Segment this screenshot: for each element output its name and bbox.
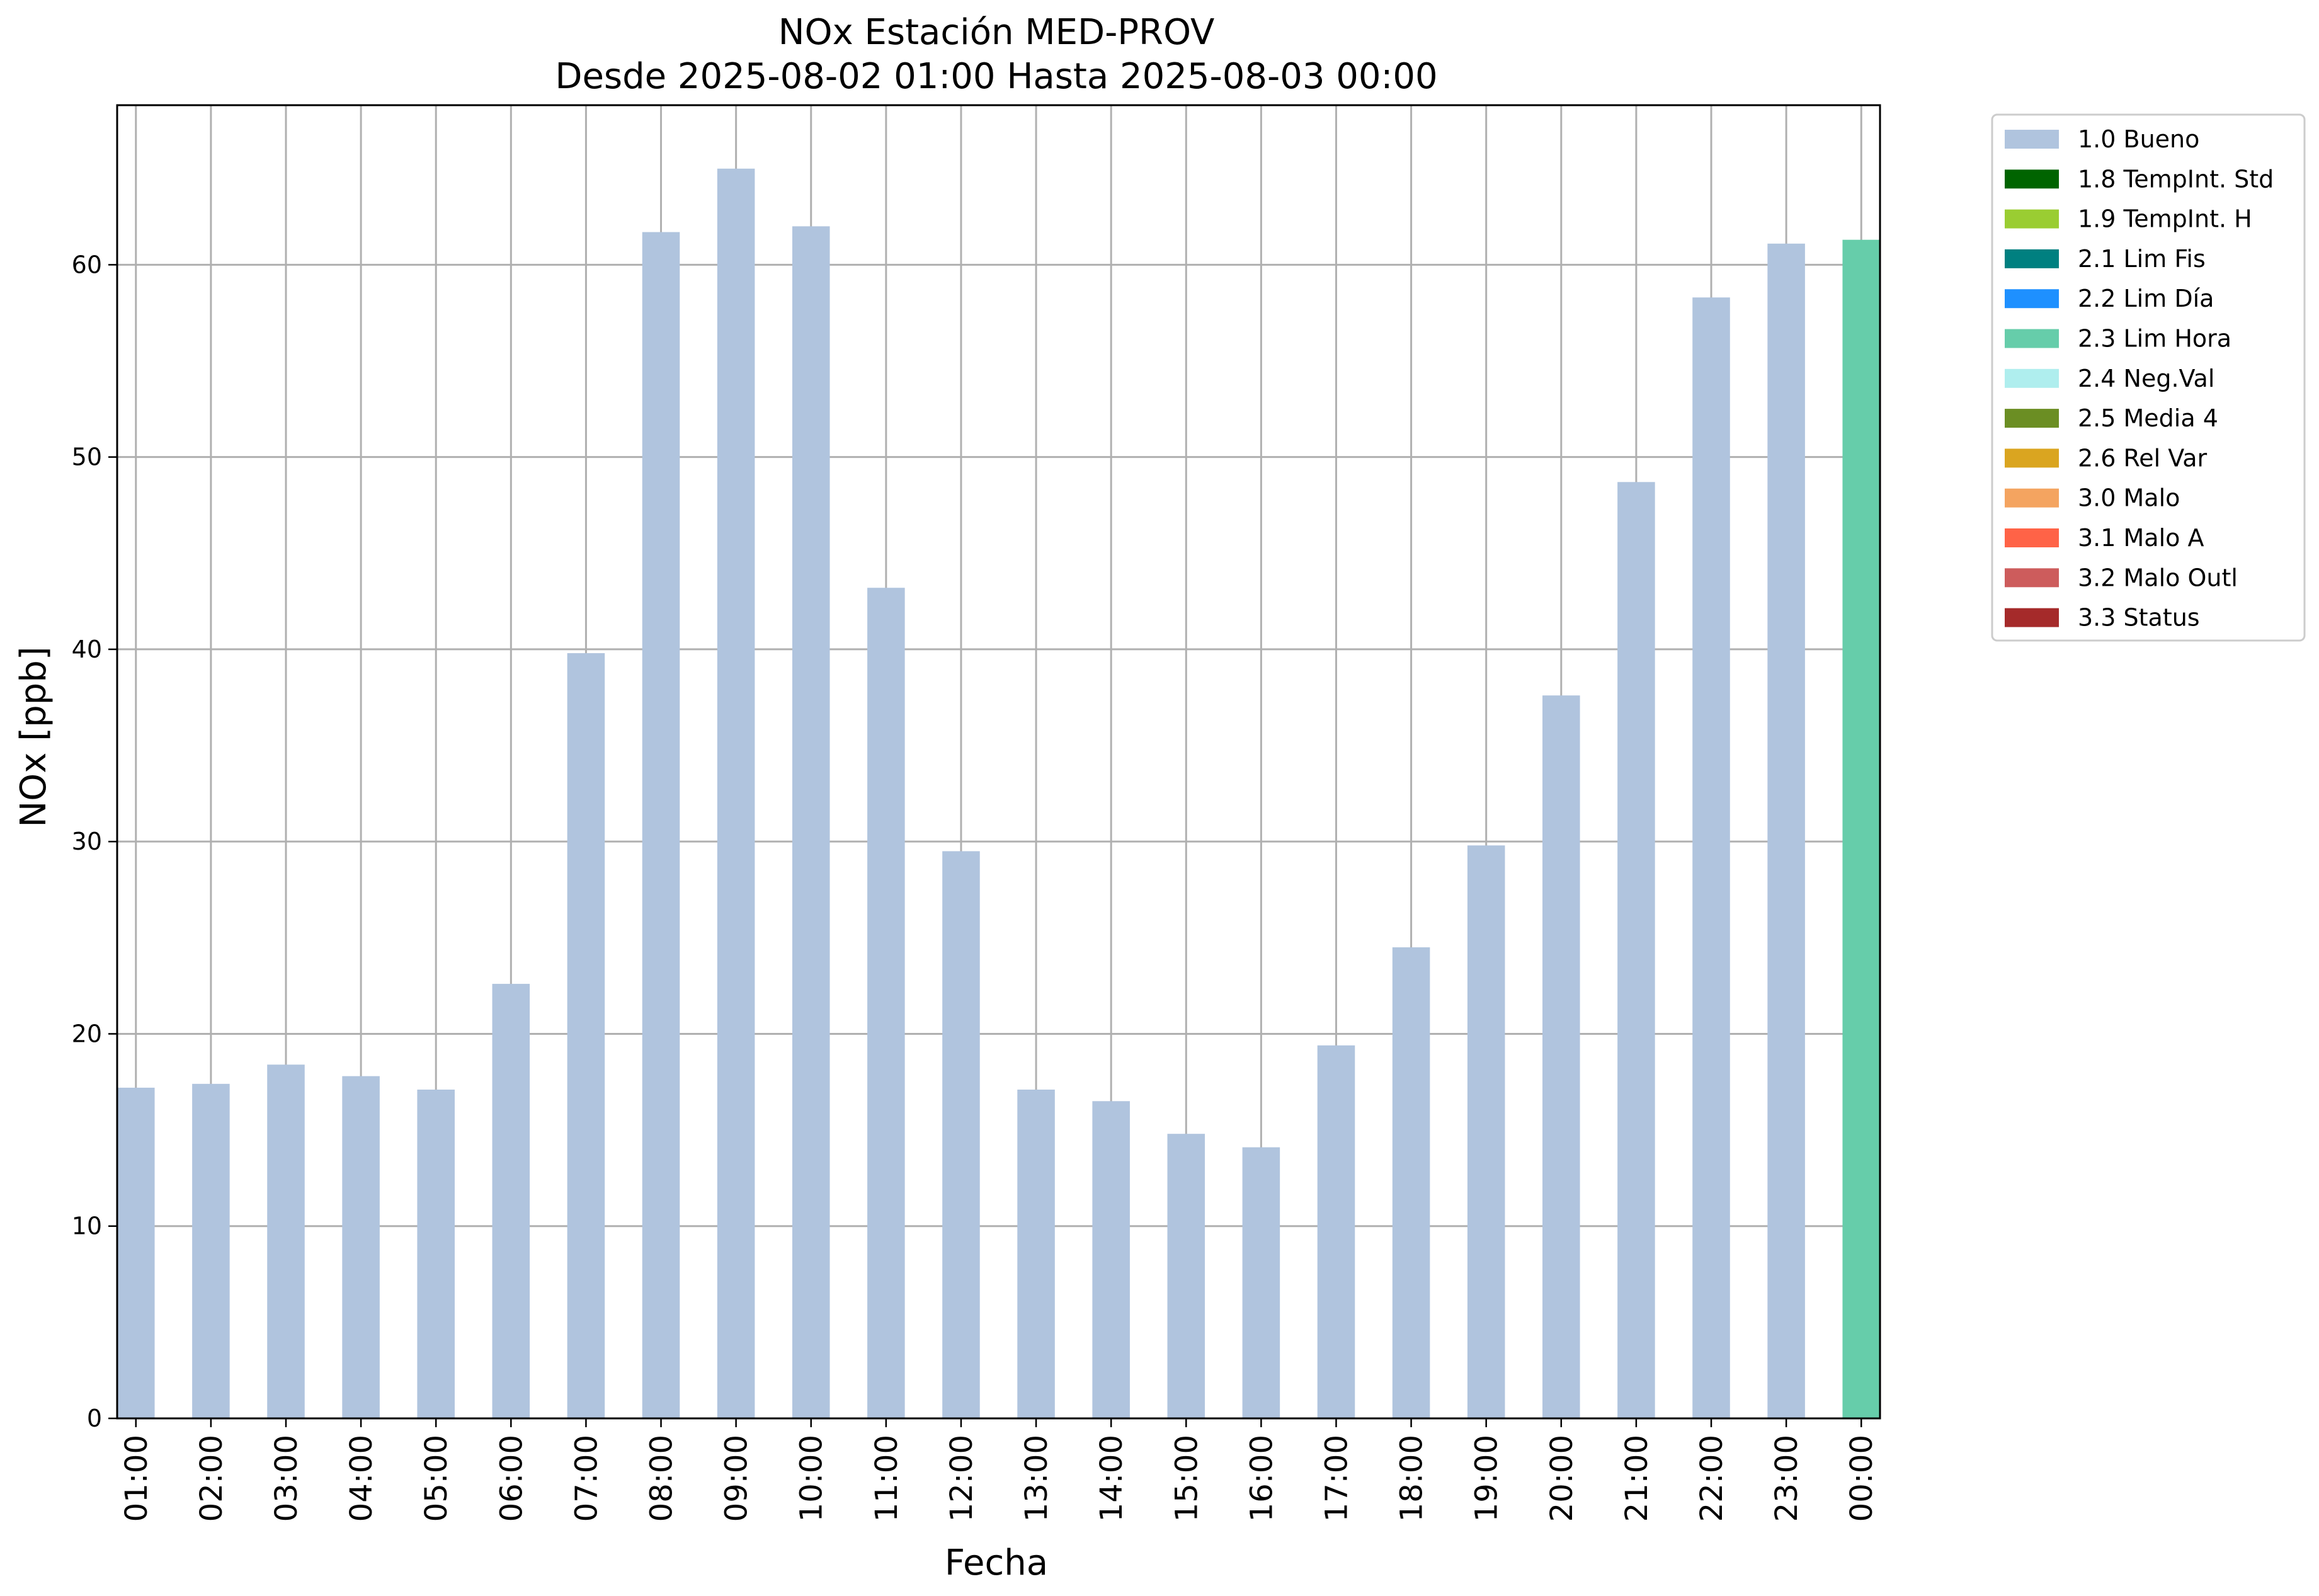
bar-08:00	[642, 232, 680, 1418]
legend-swatch	[2005, 528, 2059, 547]
x-tick-label: 21:00	[1619, 1435, 1655, 1522]
x-tick-label: 01:00	[119, 1435, 154, 1522]
x-tick-label: 17:00	[1319, 1435, 1354, 1522]
y-axis-label: NOx [ppb]	[13, 646, 54, 827]
x-tick-label: 23:00	[1769, 1435, 1804, 1522]
bar-03:00	[267, 1064, 305, 1418]
x-tick-label: 22:00	[1694, 1435, 1729, 1522]
x-tick-label: 15:00	[1169, 1435, 1204, 1522]
x-tick-label: 18:00	[1394, 1435, 1430, 1522]
bar-09:00	[717, 168, 755, 1418]
chart-title-line-2: Desde 2025-08-02 01:00 Hasta 2025-08-03 …	[555, 56, 1437, 97]
plot-frame	[116, 104, 1881, 1420]
x-tick-label: 19:00	[1469, 1435, 1505, 1522]
bar-12:00	[942, 851, 980, 1418]
legend-label: 2.3 Lim Hora	[2078, 325, 2231, 353]
bar-17:00	[1317, 1045, 1355, 1418]
legend-swatch	[2005, 608, 2059, 627]
legend-label: 2.4 Neg.Val	[2078, 365, 2214, 392]
bar-06:00	[492, 984, 530, 1418]
legend-swatch	[2005, 568, 2059, 588]
x-tick-label: 12:00	[944, 1435, 979, 1522]
y-tick-label: 20	[72, 1020, 102, 1047]
bar-02:00	[192, 1083, 230, 1418]
legend-swatch	[2005, 488, 2059, 508]
x-tick-label: 07:00	[569, 1435, 604, 1522]
legend-swatch	[2005, 249, 2059, 268]
x-tick-label: 14:00	[1094, 1435, 1129, 1522]
bar-07:00	[567, 653, 605, 1418]
bars	[117, 168, 1880, 1419]
bar-15:00	[1167, 1134, 1205, 1418]
x-tick-label: 06:00	[494, 1435, 529, 1522]
x-tick-label: 20:00	[1544, 1435, 1580, 1522]
bar-01:00	[117, 1087, 155, 1418]
bar-23:00	[1767, 243, 1805, 1418]
legend-swatch	[2005, 289, 2059, 309]
x-tick-label: 08:00	[644, 1435, 680, 1522]
bar-13:00	[1017, 1089, 1055, 1418]
x-tick-label: 16:00	[1244, 1435, 1279, 1522]
legend-label: 1.0 Bueno	[2078, 125, 2199, 153]
x-tick-label: 11:00	[869, 1435, 904, 1522]
bar-11:00	[867, 588, 905, 1418]
x-tick-label: 04:00	[344, 1435, 379, 1522]
bar-04:00	[342, 1076, 380, 1418]
x-tick-label: 13:00	[1019, 1435, 1054, 1522]
x-tick-label: 10:00	[794, 1435, 829, 1522]
bar-10:00	[792, 226, 830, 1418]
legend: 1.0 Bueno 1.8 TempInt. Std 1.9 TempInt. H 2…	[1991, 113, 2306, 642]
y-tick-label: 40	[72, 636, 102, 663]
legend-label: 3.3 Status	[2078, 604, 2200, 632]
y-tick-label: 0	[87, 1405, 102, 1432]
y-axis-ticks: 0 10 20 30 40 50 60	[72, 251, 117, 1432]
legend-swatch	[2005, 448, 2059, 468]
bar-14:00	[1092, 1101, 1130, 1418]
x-tick-label: 03:00	[269, 1435, 304, 1522]
legend-label: 2.6 Rel Var	[2078, 444, 2208, 472]
x-tick-label: 02:00	[194, 1435, 229, 1522]
x-tick-label: 09:00	[719, 1435, 755, 1522]
legend-swatch	[2005, 368, 2059, 388]
bar-22:00	[1692, 297, 1730, 1418]
y-tick-label: 60	[72, 251, 102, 278]
y-tick-label: 50	[72, 443, 102, 471]
chart-title-line-1: NOx Estación MED-PROV	[778, 12, 1215, 53]
bar-00:00	[1842, 239, 1880, 1419]
legend-label: 2.1 Lim Fis	[2078, 245, 2206, 273]
bar-20:00	[1542, 695, 1580, 1418]
legend-label: 1.9 TempInt. H	[2078, 205, 2252, 233]
x-tick-label: 05:00	[419, 1435, 454, 1522]
legend-label: 3.0 Malo	[2078, 484, 2180, 512]
x-axis-ticks: 01:00 02:00 03:00 04:00 05:00 06:00 07:00 08:00…	[119, 1418, 1879, 1522]
legend-frame	[1991, 113, 2306, 642]
legend-label: 3.1 Malo A	[2078, 524, 2204, 552]
legend-label: 3.2 Malo Outl	[2078, 564, 2238, 591]
legend-swatch	[2005, 130, 2059, 149]
bar-21:00	[1617, 482, 1655, 1419]
x-tick-label: 00:00	[1844, 1435, 1879, 1522]
grid	[117, 105, 1880, 1420]
y-tick-label: 10	[72, 1212, 102, 1240]
legend-label: 2.2 Lim Día	[2078, 285, 2214, 312]
bar-16:00	[1242, 1147, 1280, 1418]
y-tick-label: 30	[72, 828, 102, 855]
legend-label: 1.8 TempInt. Std	[2078, 165, 2274, 193]
bar-18:00	[1392, 947, 1430, 1418]
legend-swatch	[2005, 409, 2059, 428]
bar-05:00	[417, 1089, 455, 1418]
legend-label: 2.5 Media 4	[2078, 404, 2218, 432]
legend-swatch	[2005, 209, 2059, 229]
legend-swatch	[2005, 329, 2059, 348]
bar-19:00	[1467, 845, 1505, 1418]
x-axis-label: Fecha	[945, 1542, 1048, 1583]
legend-swatch	[2005, 169, 2059, 189]
